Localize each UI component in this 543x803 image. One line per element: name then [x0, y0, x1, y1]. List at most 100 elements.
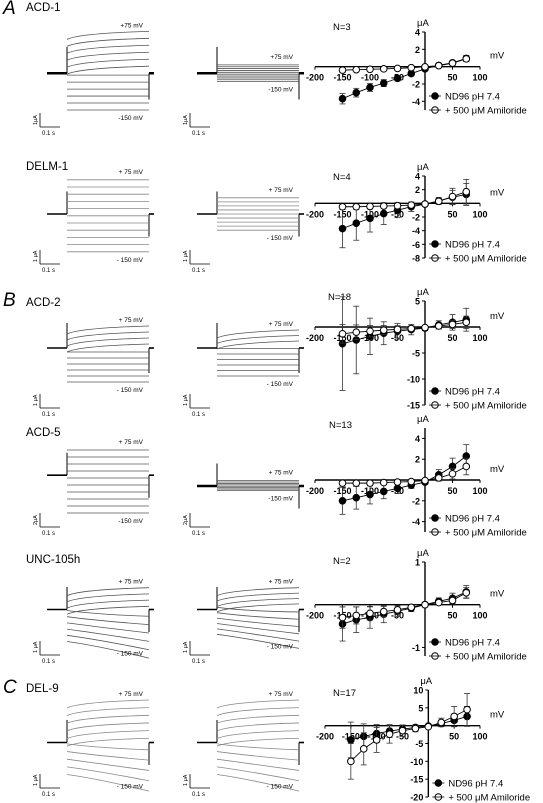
trace-unc105h-amiloride: + 75 mV - 150 mV 1 μA0.1 s	[183, 579, 304, 665]
scale-label-time: 0.1 s	[192, 268, 205, 274]
y-tick-label: 5	[418, 703, 423, 713]
x-axis-label: mV	[490, 464, 505, 475]
x-tick-label: 100	[472, 732, 487, 742]
x-tick-label: 100	[472, 333, 487, 343]
y-tick-label: -5	[415, 739, 423, 749]
legend-label: + 500 μM Amiloride	[445, 106, 527, 117]
current-sweep	[216, 606, 300, 613]
x-tick-label: 50	[447, 611, 457, 621]
bottom-voltage-label: - 150 mV	[267, 381, 294, 388]
y-tick-label: 1	[415, 558, 420, 568]
scale-label-current: 1 μA	[183, 774, 189, 786]
legend-label: + 500 μM Amiloride	[445, 528, 527, 539]
data-point	[407, 324, 416, 333]
trace-acd2-control: + 75 mV - 150 mV 1 μA0.1 s	[33, 317, 154, 418]
x-tick-label: -100	[361, 73, 379, 83]
data-point	[437, 718, 446, 727]
y-axis-label: μA	[420, 676, 432, 687]
x-tick-label: 50	[447, 73, 457, 83]
bottom-voltage-label: - 150 mV	[117, 387, 144, 394]
current-sweep	[66, 743, 150, 751]
x-tick-label: 50	[447, 333, 457, 343]
data-point	[407, 63, 416, 72]
row-title-del9: DEL-9	[26, 683, 59, 695]
top-voltage-label: + 75 mV	[119, 169, 144, 176]
current-sweep	[216, 774, 300, 792]
x-tick-label: -200	[306, 73, 324, 83]
n-count-label: N=4	[333, 172, 351, 183]
top-voltage-label: + 75 mV	[119, 579, 144, 586]
scale-label-time: 0.1 s	[192, 131, 205, 137]
row-title-delm1: DELM-1	[26, 161, 69, 173]
bottom-voltage-label: - 150 mV	[267, 643, 294, 650]
top-voltage-label: + 75 mV	[269, 691, 294, 698]
current-sweep	[66, 751, 150, 761]
current-sweep	[216, 751, 300, 761]
y-tick-label: 2	[415, 185, 420, 195]
bottom-voltage-label: - 150 mV	[117, 257, 144, 264]
data-point	[352, 328, 361, 337]
data-point	[463, 705, 471, 714]
scale-label-current: 1μA	[183, 115, 189, 125]
data-point	[434, 598, 443, 607]
scale-label-time: 0.1 s	[192, 412, 205, 418]
current-sweep	[66, 616, 150, 626]
data-point	[448, 596, 457, 605]
current-sweep	[216, 603, 300, 613]
scale-label-current: 1 μA	[183, 641, 189, 653]
current-sweep	[66, 58, 150, 68]
current-sweep	[216, 766, 300, 782]
data-point	[421, 200, 429, 208]
data-point	[448, 320, 457, 329]
data-point	[359, 745, 368, 753]
data-point	[338, 224, 347, 233]
current-sweep	[66, 610, 150, 617]
data-point	[366, 214, 374, 223]
data-point	[338, 613, 347, 622]
x-tick-label: -200	[316, 732, 334, 742]
bottom-voltage-label: - 150 mV	[267, 784, 294, 791]
legend-label: ND96 pH 7.4	[445, 92, 500, 103]
row-title-unc105h: UNC-105h	[26, 554, 81, 566]
y-tick-label: -15	[407, 401, 420, 411]
y-tick-label: -20	[410, 793, 423, 803]
y-tick-label: -4	[412, 97, 420, 107]
x-tick-label: 50	[447, 209, 457, 219]
data-point	[421, 476, 429, 485]
current-sweep	[66, 65, 150, 75]
data-point	[379, 209, 388, 218]
data-point	[338, 66, 347, 74]
n-count-label: N=2	[333, 556, 351, 567]
x-tick-label: -150	[333, 73, 351, 83]
data-point	[421, 63, 429, 71]
data-point	[462, 187, 471, 196]
data-point	[434, 474, 443, 482]
scale-label-current: 1 μA	[33, 641, 39, 653]
series-line	[342, 319, 467, 345]
top-voltage-label: + 75 mV	[119, 439, 144, 446]
current-sweep	[66, 325, 150, 335]
y-axis-label: μA	[417, 162, 429, 173]
bottom-voltage-label: -150 mV	[118, 115, 143, 122]
current-sweep	[66, 30, 150, 40]
y-tick-label: -2	[412, 496, 420, 506]
series-line	[350, 715, 468, 741]
data-point	[379, 79, 388, 87]
current-sweep	[66, 714, 150, 724]
y-axis-label: μA	[417, 548, 429, 559]
current-sweep	[216, 623, 300, 635]
scale-label-current: 1μA	[33, 115, 39, 125]
current-sweep	[66, 758, 150, 771]
data-point	[338, 497, 347, 505]
y-tick-label: -5	[412, 349, 420, 359]
bottom-voltage-label: - 150 mV	[117, 784, 144, 791]
data-point	[393, 201, 402, 210]
top-voltage-label: +75 mV	[270, 54, 293, 61]
current-sweep	[66, 44, 150, 54]
bottom-voltage-label: -150 mV	[118, 518, 143, 525]
data-point	[434, 322, 443, 330]
data-point	[393, 64, 402, 73]
data-point	[379, 478, 388, 487]
